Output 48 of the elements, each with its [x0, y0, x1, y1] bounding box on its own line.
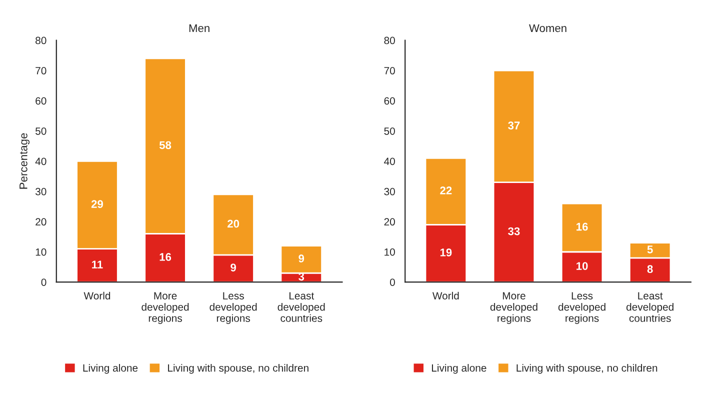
- y-tick-label: 40: [384, 158, 395, 166]
- chart-title: Men: [189, 24, 210, 32]
- y-tick-label: 0: [390, 278, 395, 286]
- y-tick-label: 80: [384, 36, 395, 44]
- y-tick-label: 30: [384, 188, 395, 196]
- x-tick-label: More developed regions: [490, 292, 538, 324]
- y-tick-label: 80: [36, 36, 46, 44]
- y-tick-label: 10: [36, 248, 46, 256]
- y-tick-label: 20: [36, 218, 46, 226]
- data-label: 9: [298, 254, 304, 262]
- data-label: 22: [440, 186, 452, 194]
- x-tick-label: Least developed countries: [626, 292, 674, 322]
- y-tick-label: 70: [36, 67, 46, 74]
- chart-title: Women: [529, 24, 566, 32]
- data-label: 37: [508, 122, 520, 130]
- data-label: 5: [647, 246, 653, 254]
- y-tick-label: 40: [35, 158, 46, 166]
- data-label: 8: [647, 265, 653, 273]
- data-label: 19: [440, 248, 452, 256]
- legend-label: Living alone: [432, 364, 486, 374]
- legend-label: Living alone: [83, 364, 138, 374]
- y-axis-title: Percentage: [20, 133, 30, 189]
- data-label: 16: [576, 222, 588, 231]
- x-tick-label: World: [432, 292, 459, 300]
- y-tick-label: 50: [36, 127, 46, 135]
- y-tick-label: 0: [41, 278, 46, 286]
- x-tick-label: Least developed countries: [278, 292, 325, 322]
- data-label: 11: [92, 260, 103, 268]
- legend-label: Living with spouse, no children: [516, 364, 658, 374]
- y-tick-label: 70: [384, 67, 395, 74]
- y-tick-label: 50: [384, 127, 395, 135]
- x-tick-label: World: [84, 292, 110, 300]
- data-label: 16: [160, 253, 172, 261]
- y-tick-label: 60: [384, 97, 395, 105]
- x-tick-label: Less developed regions: [210, 292, 257, 324]
- data-label: 29: [91, 200, 103, 208]
- data-label: 10: [576, 262, 588, 270]
- x-tick-label: More developed regions: [142, 292, 189, 324]
- y-tick-label: 30: [35, 188, 46, 196]
- x-tick-label: Less developed regions: [558, 292, 606, 324]
- data-label: 9: [230, 264, 236, 272]
- data-label: 20: [228, 220, 240, 228]
- legend-label: Living with spouse, no children: [168, 364, 308, 374]
- y-tick-label: 20: [384, 218, 395, 226]
- y-tick-label: 60: [36, 97, 46, 105]
- data-label: 58: [159, 141, 172, 150]
- data-label: 33: [508, 227, 520, 236]
- y-tick-label: 10: [384, 248, 395, 256]
